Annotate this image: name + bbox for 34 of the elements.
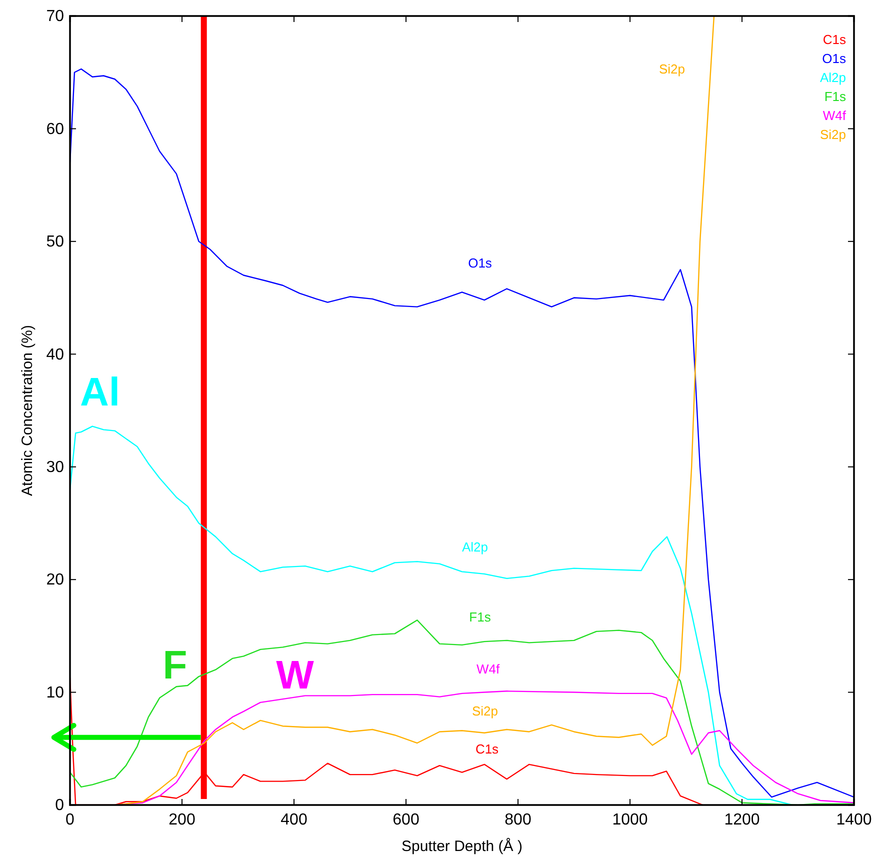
text: Al2p (820, 70, 846, 85)
x-axis-title: Sputter Depth (Å ) (402, 837, 522, 855)
annotation: Si2p (658, 61, 686, 76)
x-tick-label: 1000 (612, 811, 648, 828)
text: W4f (822, 108, 846, 123)
annotation: Si2p (472, 703, 498, 718)
x-tick-label: 1400 (836, 811, 872, 828)
y-tick-label: 50 (46, 234, 64, 251)
x-tick-label: 1200 (724, 811, 760, 828)
y-tick-label: 10 (46, 684, 64, 702)
annotation: O1s (468, 255, 492, 270)
y-tick-label: 70 (46, 8, 64, 26)
annotation: W (276, 654, 314, 698)
y-tick-label: 20 (46, 572, 64, 589)
x-tick-label: 400 (280, 811, 308, 828)
annotation: Al2p (462, 539, 488, 554)
annotation: F (162, 644, 188, 688)
annotation: C1s (475, 741, 500, 756)
line-series (70, 426, 793, 805)
y-axis-title: Atomic Concentration (%) (19, 325, 36, 496)
x-tick-label: 200 (168, 811, 196, 828)
y-tick-label: 0 (55, 797, 64, 814)
text: Si2p (820, 127, 846, 142)
annotation: F1s (469, 609, 492, 624)
y-tick-label: 30 (46, 458, 64, 476)
y-tick-label: 60 (46, 120, 64, 138)
y-tick-label: 40 (46, 346, 64, 364)
annotation: W4f (476, 661, 500, 676)
text: F1s (824, 89, 846, 104)
annotation: Al (80, 370, 120, 415)
text: C1s (822, 32, 846, 47)
x-tick-label: 600 (392, 811, 420, 828)
x-tick-label: 800 (504, 811, 532, 828)
text: O1s (822, 51, 846, 66)
